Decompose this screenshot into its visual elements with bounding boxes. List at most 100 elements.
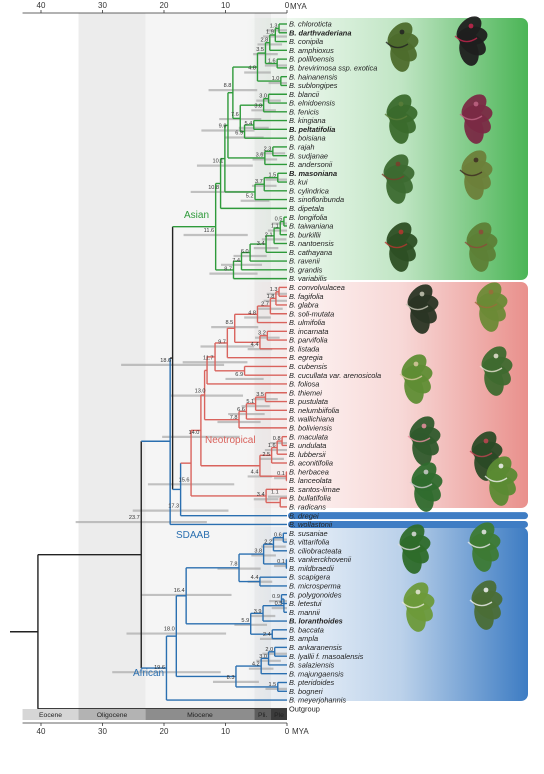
tip-label: B. sudjanae bbox=[289, 151, 328, 160]
tip-label: B. kingiana bbox=[289, 116, 326, 125]
tip-label: B. darthvaderiana bbox=[289, 28, 351, 37]
node-age-label: 16.4 bbox=[174, 588, 185, 594]
node-age-label: 2.1 bbox=[265, 232, 273, 238]
tip-label: B. grandis bbox=[289, 265, 323, 274]
tip-label: B. listada bbox=[289, 344, 319, 353]
clade-panel bbox=[246, 18, 528, 280]
node-age-label: 4.8 bbox=[248, 310, 256, 316]
tip-label: B. bogneri bbox=[289, 687, 323, 696]
node-age-label: 18.0 bbox=[164, 627, 175, 633]
axis-tick-label: 10 bbox=[221, 1, 230, 10]
tip-label: B. baccata bbox=[289, 625, 324, 634]
flower bbox=[468, 23, 474, 29]
node-age-label: 5.9 bbox=[241, 618, 249, 624]
node-age-label: 0.5 bbox=[275, 601, 283, 607]
begonia-photo bbox=[397, 524, 431, 574]
node-age-label: 5.1 bbox=[246, 399, 254, 405]
leaf bbox=[406, 602, 426, 632]
tip-label: B. cubensis bbox=[289, 362, 328, 371]
node-age-label: 13.0 bbox=[195, 389, 206, 395]
flower bbox=[421, 423, 427, 429]
axis-unit: MYA bbox=[290, 2, 307, 11]
leaf-vein bbox=[484, 475, 508, 483]
begonia-photo bbox=[454, 16, 488, 66]
leaf-vein bbox=[459, 113, 483, 121]
tip-label: B. parvifolia bbox=[289, 336, 328, 345]
node-age-label: 1.1 bbox=[271, 490, 279, 496]
node-age-label: 10.1 bbox=[212, 159, 223, 165]
node-age-label: 7.4 bbox=[232, 258, 240, 264]
node-age-label: 3.5 bbox=[256, 392, 264, 398]
leaf-vein bbox=[401, 601, 425, 609]
node-age-label: 3.4 bbox=[257, 241, 265, 247]
node-age-label: 2.5 bbox=[262, 452, 270, 458]
leaf-vein bbox=[397, 543, 421, 551]
flower bbox=[498, 463, 504, 469]
node-age-label: 5.4 bbox=[245, 121, 253, 127]
clade-label: SDAAB bbox=[176, 530, 210, 541]
node-age-label: 14.0 bbox=[189, 430, 200, 436]
begonia-photo bbox=[384, 222, 418, 272]
tip-label: B. meyerjohannis bbox=[289, 696, 346, 705]
axis-tick-label: 0 bbox=[285, 1, 290, 10]
leaf bbox=[459, 36, 479, 66]
begonia-photo bbox=[459, 94, 493, 144]
tip-label: B. maculata bbox=[289, 432, 328, 441]
tip-label: B. foliosa bbox=[289, 380, 319, 389]
leaf bbox=[472, 542, 492, 572]
node-age-label: 7.8 bbox=[230, 415, 238, 421]
tip-label: B. pustulata bbox=[289, 397, 328, 406]
clade-label: Asian bbox=[184, 210, 209, 221]
flower bbox=[483, 438, 489, 444]
node-age-labels: 1.31.92.83.51.64.81.08.83.03.87.65.49.66… bbox=[129, 23, 285, 688]
tip-label: B. sublongipes bbox=[289, 81, 338, 90]
node-age-label: 2.8 bbox=[260, 37, 268, 43]
node-age-label: 11.6 bbox=[204, 228, 214, 234]
begonia-photo bbox=[479, 346, 513, 396]
node-age-label: 1.9 bbox=[266, 30, 274, 36]
flower bbox=[413, 361, 419, 367]
node-age-label: 1.6 bbox=[268, 443, 276, 449]
tip-label: B. fenicis bbox=[289, 107, 319, 116]
sdaab-bar bbox=[288, 512, 528, 520]
flower bbox=[419, 291, 425, 297]
node-age-label: 2.0 bbox=[265, 647, 273, 653]
tip-label: B. radicans bbox=[289, 503, 326, 512]
node-age-label: 3.5 bbox=[256, 47, 264, 53]
begonia-photo bbox=[469, 580, 503, 630]
axis-unit: MYA bbox=[292, 727, 309, 736]
tip-label: B. polilloensis bbox=[289, 55, 334, 64]
tip-label: B. lubbersii bbox=[289, 450, 326, 459]
node-age-label: 3.8 bbox=[254, 103, 262, 109]
node-age-label: 1.0 bbox=[272, 76, 280, 82]
node-age-label: 1.3 bbox=[270, 287, 278, 293]
node-age-label: 6.9 bbox=[235, 372, 243, 378]
epoch-label: Pli. bbox=[258, 712, 268, 719]
flower bbox=[415, 589, 421, 595]
tip-label: B. boliviensis bbox=[289, 423, 332, 432]
flower bbox=[399, 29, 405, 35]
epoch-label: Miocene bbox=[187, 712, 213, 719]
tip-label: B. convolvulacea bbox=[289, 283, 345, 292]
tip-label: B. pteridoides bbox=[289, 678, 334, 687]
leaf bbox=[464, 114, 484, 144]
leaf-vein bbox=[474, 301, 498, 309]
tip-label: B. wallichiana bbox=[289, 415, 334, 424]
tip-label: B. incarnata bbox=[289, 327, 328, 336]
flower bbox=[488, 289, 494, 295]
node-age-label: 8.8 bbox=[224, 83, 232, 89]
tip-label: B. chloroticta bbox=[289, 20, 332, 29]
tip-label: B. burkillii bbox=[289, 230, 321, 239]
leaf-vein bbox=[384, 241, 408, 249]
flower bbox=[398, 101, 404, 107]
flower bbox=[395, 161, 401, 167]
epoch-band bbox=[145, 13, 255, 709]
tip-label: B. longifolia bbox=[289, 213, 327, 222]
leaf-vein bbox=[409, 481, 433, 489]
node-age-label: 6.6 bbox=[237, 407, 245, 413]
node-age-label: 0.1 bbox=[277, 559, 285, 565]
node-age-label: 2.2 bbox=[264, 540, 272, 546]
tip-label: B. amphioxus bbox=[289, 46, 334, 55]
